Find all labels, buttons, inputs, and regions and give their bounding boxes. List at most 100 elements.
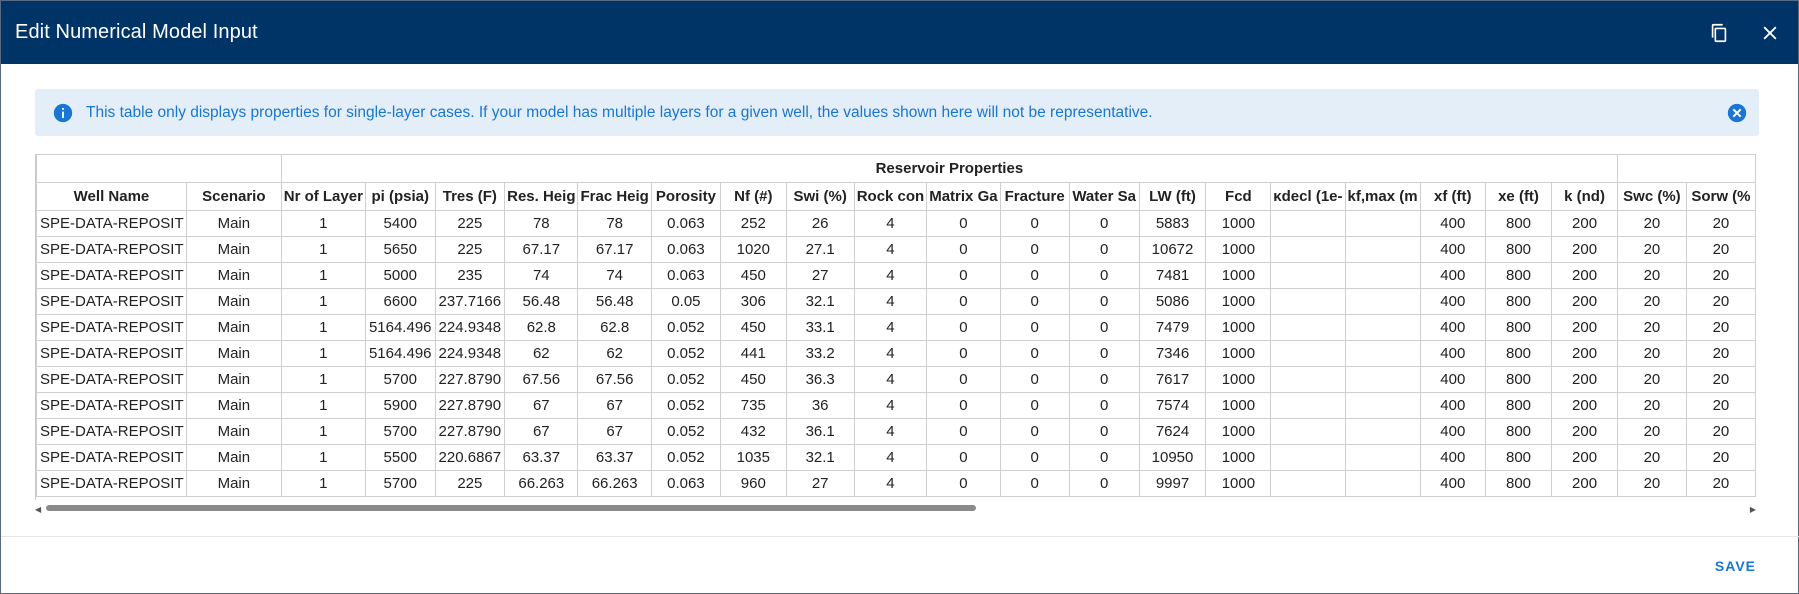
column-header[interactable]: Rock con [853,182,928,211]
table-cell[interactable]: SPE-DATA-REPOSIT [36,444,187,471]
scrollbar-thumb[interactable] [46,505,976,511]
table-cell[interactable] [1344,210,1421,237]
table-cell[interactable] [1270,340,1346,367]
table-cell[interactable]: 1 [280,444,366,471]
table-cell[interactable]: SPE-DATA-REPOSIT [36,470,187,497]
table-cell[interactable] [1270,418,1346,445]
table-cell[interactable]: 220.6867 [434,444,506,471]
table-cell[interactable]: 56.48 [504,288,579,315]
table-cell[interactable]: 400 [1419,236,1487,263]
table-cell[interactable]: 5700 [364,470,436,497]
column-header[interactable]: xe (ft) [1485,182,1553,211]
table-cell[interactable] [1344,470,1421,497]
table-cell[interactable]: 5700 [364,366,436,393]
table-cell[interactable]: SPE-DATA-REPOSIT [36,210,187,237]
table-cell[interactable]: 0 [1068,470,1140,497]
table-cell[interactable]: 0 [999,262,1070,289]
table-cell[interactable]: 0.052 [650,392,722,419]
table-cell[interactable]: 67 [577,418,652,445]
table-cell[interactable]: 0 [926,340,1001,367]
table-cell[interactable]: 4 [853,392,928,419]
table-cell[interactable]: 20 [1685,314,1756,341]
column-header[interactable]: κdecl (1e- [1270,182,1346,211]
table-cell[interactable]: 7346 [1138,340,1207,367]
table-cell[interactable]: 4 [853,444,928,471]
table-cell[interactable]: 0 [926,262,1001,289]
table-cell[interactable]: 0 [926,236,1001,263]
table-cell[interactable]: 0 [999,470,1070,497]
column-header[interactable]: Porosity [650,182,722,211]
table-cell[interactable]: 200 [1551,262,1619,289]
table-cell[interactable]: 66.263 [577,470,652,497]
table-cell[interactable]: 1 [280,470,366,497]
table-cell[interactable]: 0 [926,366,1001,393]
table-cell[interactable]: 400 [1419,444,1487,471]
column-header[interactable]: LW (ft) [1138,182,1207,211]
table-cell[interactable]: 0 [1068,262,1140,289]
table-cell[interactable]: 1000 [1205,210,1272,237]
table-cell[interactable]: 4 [853,366,928,393]
table-cell[interactable]: 74 [504,262,579,289]
table-cell[interactable]: 0.052 [650,340,722,367]
table-cell[interactable]: 0 [1068,210,1140,237]
column-header[interactable]: Tres (F) [434,182,506,211]
table-cell[interactable]: 200 [1551,392,1619,419]
column-header[interactable]: Water Sa [1068,182,1140,211]
table-cell[interactable]: 5650 [364,236,436,263]
table-cell[interactable]: 0 [926,470,1001,497]
table-cell[interactable]: 200 [1551,340,1619,367]
table-cell[interactable]: 20 [1685,210,1756,237]
table-cell[interactable]: SPE-DATA-REPOSIT [36,288,187,315]
table-cell[interactable]: 800 [1485,418,1553,445]
table-cell[interactable]: 400 [1419,392,1487,419]
table-cell[interactable]: 62 [577,340,652,367]
table-cell[interactable]: 20 [1617,210,1687,237]
table-cell[interactable] [1344,340,1421,367]
table-cell[interactable]: 20 [1685,470,1756,497]
table-cell[interactable]: 20 [1617,392,1687,419]
table-cell[interactable]: 36.3 [785,366,855,393]
table-cell[interactable]: 20 [1617,236,1687,263]
table-cell[interactable]: 0 [999,288,1070,315]
table-cell[interactable]: 0.052 [650,418,722,445]
table-cell[interactable]: 0 [926,288,1001,315]
table-cell[interactable]: 66.263 [504,470,579,497]
table-cell[interactable]: 36 [785,392,855,419]
table-cell[interactable]: 5164.496 [364,340,436,367]
table-cell[interactable]: 0 [999,210,1070,237]
table-cell[interactable]: 9997 [1138,470,1207,497]
table-cell[interactable]: 27 [785,262,855,289]
table-cell[interactable]: 20 [1685,366,1756,393]
table-cell[interactable]: 5400 [364,210,436,237]
table-cell[interactable]: 20 [1617,444,1687,471]
table-cell[interactable]: 20 [1685,418,1756,445]
save-button[interactable]: SAVE [1714,558,1756,574]
table-cell[interactable]: 20 [1617,314,1687,341]
table-cell[interactable]: 20 [1617,340,1687,367]
table-cell[interactable]: 33.2 [785,340,855,367]
table-cell[interactable]: 1000 [1205,288,1272,315]
column-header[interactable]: k (nd) [1551,182,1619,211]
table-cell[interactable]: Main [185,236,282,263]
table-cell[interactable]: 0 [926,418,1001,445]
table-cell[interactable]: Main [185,340,282,367]
table-cell[interactable]: 800 [1485,470,1553,497]
table-cell[interactable]: 1 [280,314,366,341]
table-cell[interactable]: 450 [720,366,787,393]
table-cell[interactable]: 1000 [1205,418,1272,445]
table-cell[interactable]: 5164.496 [364,314,436,341]
table-cell[interactable]: Main [185,262,282,289]
table-cell[interactable]: 0 [1068,236,1140,263]
table-cell[interactable]: 0 [1068,340,1140,367]
table-cell[interactable]: 400 [1419,314,1487,341]
table-cell[interactable]: 33.1 [785,314,855,341]
table-cell[interactable]: 235 [434,262,506,289]
table-cell[interactable]: 67 [504,392,579,419]
table-cell[interactable]: 1 [280,236,366,263]
table-cell[interactable] [1344,444,1421,471]
table-cell[interactable]: 1 [280,288,366,315]
table-cell[interactable]: 67 [504,418,579,445]
table-cell[interactable]: 0 [1068,288,1140,315]
table-cell[interactable]: 5900 [364,392,436,419]
table-cell[interactable]: Main [185,210,282,237]
